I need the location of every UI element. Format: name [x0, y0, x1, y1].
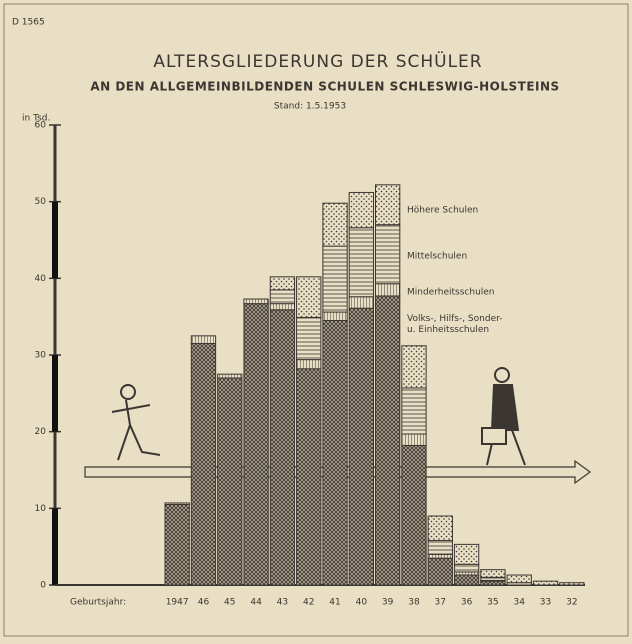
- x-axis-label: Geburtsjahr:: [70, 598, 126, 608]
- y-tick-label: 60: [35, 121, 47, 131]
- x-tick-label: 35: [487, 598, 498, 608]
- bar-segment: [269, 276, 296, 291]
- bar-segment: [296, 359, 322, 370]
- bar-segment: [296, 368, 322, 586]
- y-tick-label: 0: [40, 581, 46, 591]
- bar-segment: [427, 540, 453, 555]
- bar-segment: [401, 444, 427, 586]
- bar-segment: [401, 345, 427, 389]
- bar-segment: [269, 309, 296, 586]
- x-tick-label: 41: [329, 598, 340, 608]
- bar-segment: [453, 563, 480, 573]
- x-tick-label: 1947: [166, 598, 189, 608]
- y-tick-label: 30: [35, 351, 47, 361]
- bar-segment: [348, 191, 374, 229]
- bar-segment: [401, 387, 427, 435]
- code: D 1565: [12, 18, 45, 28]
- legend-label: Mittelschulen: [407, 252, 467, 262]
- bar-segment: [296, 276, 322, 318]
- x-tick-label: 44: [250, 598, 262, 608]
- bar-segment: [559, 582, 585, 586]
- bar-segment: [375, 295, 401, 586]
- x-tick-label: 32: [566, 598, 577, 608]
- x-tick-label: 34: [513, 598, 525, 608]
- bar-segment: [453, 543, 480, 565]
- bar-segment: [164, 504, 190, 586]
- y-tick-label: 50: [35, 197, 47, 207]
- bar-segment: [217, 377, 243, 586]
- adult-figure: [481, 367, 526, 466]
- bar-segment: [480, 580, 506, 586]
- date: Stand: 1.5.1953: [274, 102, 346, 112]
- legend-label: Minderheitsschulen: [407, 288, 495, 298]
- bar-segment: [427, 553, 453, 559]
- bar-segment: [375, 184, 401, 226]
- bar-segment: [532, 580, 559, 586]
- bar-segment: [348, 307, 374, 586]
- legend-label: Volks-, Hilfs-, Sonder-u. Einheitsschule…: [407, 314, 502, 335]
- bar-segment: [322, 320, 348, 586]
- bar-segment: [164, 502, 190, 506]
- x-tick-label: 39: [382, 598, 394, 608]
- y-axis-label: in Tsd.: [22, 114, 50, 124]
- legend-label: Höhere Schulen: [407, 206, 478, 216]
- x-tick-label: 38: [408, 598, 420, 608]
- x-tick-label: 43: [277, 598, 288, 608]
- y-tick-label: 40: [35, 274, 47, 284]
- x-tick-label: 37: [435, 598, 446, 608]
- bar-segment: [375, 224, 401, 285]
- frame: [3, 3, 629, 637]
- bar-segment: [190, 335, 217, 345]
- bar-segment: [348, 227, 374, 298]
- bar-segment: [243, 303, 269, 586]
- x-tick-label: 45: [224, 598, 235, 608]
- y-tick-label: 20: [35, 427, 47, 437]
- bar-segment: [427, 515, 453, 542]
- bar-segment: [401, 433, 427, 446]
- chart-subtitle: AN DEN ALLGEMEINBILDENDEN SCHULEN SCHLES…: [90, 80, 559, 94]
- bar-segment: [453, 574, 480, 586]
- bar-segment: [190, 343, 217, 586]
- bar-segment: [243, 298, 269, 305]
- bar-segment: [217, 373, 243, 379]
- chart-title: ALTERSGLIEDERUNG DER SCHÜLER: [153, 50, 482, 72]
- bar-segment: [480, 569, 506, 578]
- x-tick-label: 33: [540, 598, 551, 608]
- bar-segment: [269, 289, 296, 305]
- bar-segment: [506, 574, 532, 584]
- x-tick-label: 36: [461, 598, 473, 608]
- child-figure: [111, 384, 161, 461]
- bar-segment: [322, 202, 348, 247]
- y-tick-label: 10: [35, 504, 47, 514]
- x-tick-label: 46: [198, 598, 210, 608]
- x-tick-label: 40: [356, 598, 368, 608]
- bar-segment: [427, 557, 453, 586]
- bar-segment: [296, 316, 322, 361]
- bar-segment: [269, 303, 296, 311]
- bar-segment: [322, 245, 348, 313]
- x-tick-label: 42: [303, 598, 314, 608]
- bar-segment: [348, 296, 374, 309]
- bar-segment: [375, 283, 401, 297]
- bar-segment: [322, 311, 348, 322]
